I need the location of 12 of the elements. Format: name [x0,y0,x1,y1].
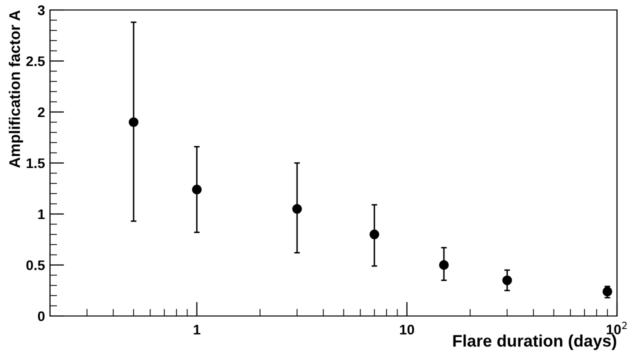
y-tick-label: 2.5 [26,56,45,66]
y-tick-label: 2 [38,107,45,118]
y-tick-label: 3 [38,5,45,16]
y-axis-title: Amplification factor A [8,10,24,168]
y-tick-label: 1.5 [26,158,45,168]
x-tick-label: 10 [400,324,414,335]
x-tick-label: 10$^{2}$ [606,322,627,334]
y-tick-label: 0.5 [26,260,45,270]
x-tick-label: 1 [194,324,200,334]
y-tick-label: 0 [38,311,45,322]
y-tick-label: 1 [38,209,45,220]
x-axis-title: Flare duration (days) [453,334,616,350]
